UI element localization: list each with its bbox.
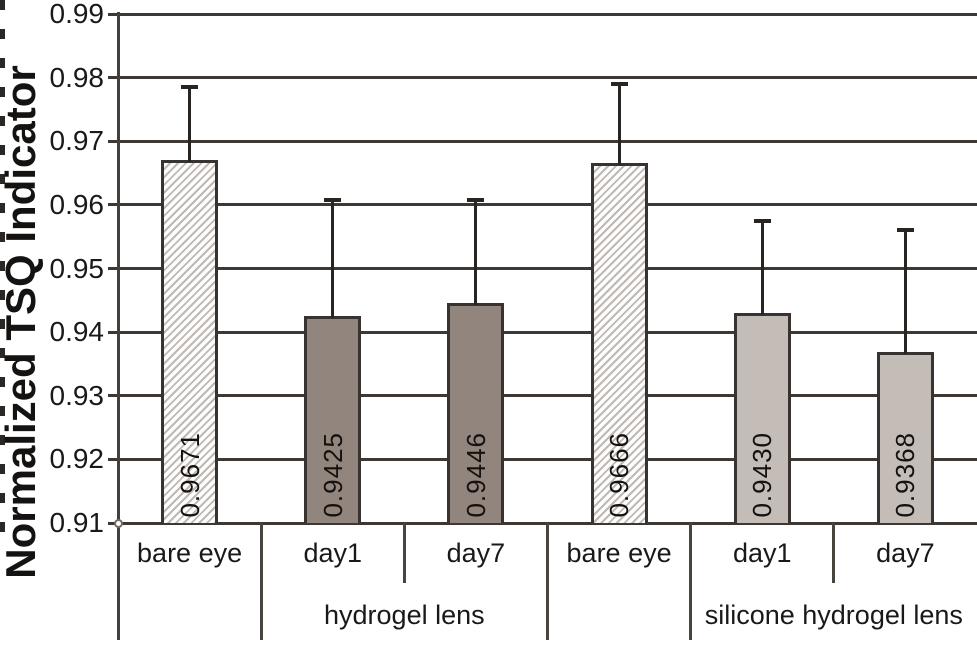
y-tick-mark (108, 394, 118, 398)
bar-value-label: 0.9446 (460, 432, 491, 518)
x-category-label: day7 (876, 537, 935, 568)
x-category-label: day7 (446, 537, 506, 568)
gridline (118, 12, 977, 16)
origin-circle-marker (113, 518, 123, 528)
y-tick-label: 0.95 (49, 252, 105, 284)
gridline (118, 267, 977, 270)
error-bar-line (188, 87, 192, 162)
x-category-label: day1 (732, 537, 792, 568)
y-tick-label: 0.97 (49, 125, 105, 157)
y-tick-mark (108, 203, 118, 207)
error-bar-cap (610, 81, 628, 86)
y-tick-label: 0.96 (49, 188, 105, 220)
bar-value-label: 0.9368 (890, 432, 921, 518)
x-group-label: silicone hydrogel lens (704, 599, 963, 630)
y-tick-mark (108, 330, 118, 334)
error-bar-line (474, 199, 478, 305)
bar-value-label: 0.9666 (604, 432, 635, 518)
cropped-text-artifact (0, 0, 5, 545)
x-group-label: hydrogel lens (324, 599, 485, 630)
y-tick-mark (108, 12, 118, 16)
error-bar-line (760, 220, 764, 316)
error-bar-cap (467, 197, 485, 202)
y-axis-line (116, 12, 120, 640)
x-axis-separator (259, 523, 263, 640)
y-tick-mark (108, 521, 118, 525)
error-bar-cap (324, 197, 342, 202)
gridline (118, 139, 977, 143)
x-axis-separator (402, 523, 406, 583)
y-tick-label: 0.94 (49, 316, 105, 348)
error-bar-line (331, 199, 335, 319)
gridline (118, 457, 977, 461)
y-tick-mark (108, 76, 118, 80)
gridline (118, 394, 977, 398)
y-tick-label: 0.91 (49, 507, 105, 538)
x-axis-separator (832, 523, 836, 583)
x-axis-separator (689, 523, 693, 640)
bar: 0.9368 (876, 352, 934, 523)
bar: 0.9446 (447, 302, 505, 523)
x-category-label: day1 (303, 537, 363, 568)
error-bar-cap (181, 85, 199, 90)
y-tick-label: 0.92 (49, 443, 105, 475)
y-tick-mark (108, 139, 118, 143)
gridline (118, 330, 977, 334)
y-tick-mark (108, 457, 118, 461)
bar-value-label: 0.9425 (317, 432, 348, 518)
gridline (118, 203, 977, 207)
bar: 0.9666 (590, 162, 648, 523)
error-bar-cap (896, 228, 914, 233)
y-tick-label: 0.98 (49, 61, 105, 93)
error-bar-line (617, 83, 621, 165)
x-category-label: bare eye (566, 537, 672, 568)
bar: 0.9430 (733, 313, 791, 523)
x-category-label: bare eye (137, 537, 243, 568)
bar-value-label: 0.9430 (747, 432, 778, 518)
y-tick-label: 0.99 (49, 0, 105, 29)
error-bar-cap (753, 218, 771, 223)
gridline (118, 76, 977, 80)
bar-value-label: 0.9671 (174, 432, 205, 518)
x-axis-separator (546, 523, 549, 640)
y-tick-mark (108, 267, 118, 270)
y-tick-label: 0.93 (49, 379, 105, 411)
error-bar-line (903, 230, 907, 355)
bar: 0.9425 (304, 316, 362, 523)
bar: 0.9671 (161, 159, 219, 523)
